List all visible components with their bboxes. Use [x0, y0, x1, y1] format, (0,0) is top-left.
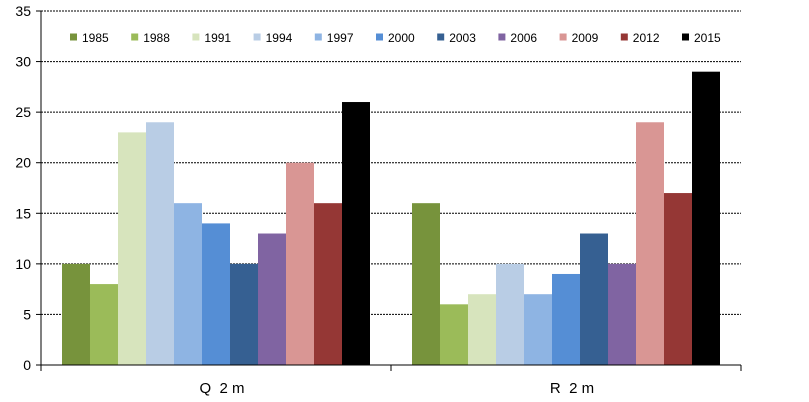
legend-label-2003: 2003 [449, 31, 476, 45]
bar-1997-1 [524, 294, 552, 365]
legend-swatch-1988 [131, 33, 139, 41]
bar-1991-0 [118, 132, 146, 365]
bar-2003-0 [230, 263, 258, 365]
x-axis-categories: Q 2 m R 2 m [199, 380, 594, 397]
x-category-label: Q 2 m [199, 380, 244, 397]
bar-2000-1 [552, 273, 580, 365]
bar-1985-0 [62, 263, 90, 365]
bar-2012-0 [314, 203, 342, 365]
legend-label-2015: 2015 [694, 31, 721, 45]
legend-swatch-1985 [70, 33, 77, 41]
legend-swatch-1991 [192, 33, 200, 41]
legend: 1985 1988 1991 1994 1997 2000 2003 2006 2009 2012… [70, 31, 721, 45]
bar-1988-0 [90, 284, 118, 365]
bar-2009-1 [636, 122, 664, 365]
x-category-label: R 2 m [550, 380, 594, 397]
bar-2009-0 [286, 162, 314, 365]
legend-label-2012: 2012 [633, 31, 660, 45]
bar-1991-1 [468, 294, 496, 365]
legend-swatch-2003 [437, 33, 445, 41]
axes [40, 11, 742, 371]
legend-label-2009: 2009 [572, 31, 599, 45]
legend-label-1988: 1988 [143, 31, 170, 45]
legend-swatch-1997 [314, 33, 322, 41]
bar-1997-0 [174, 203, 202, 365]
legend-label-1997: 1997 [327, 31, 354, 45]
bar-2003-1 [580, 233, 608, 365]
bar-2000-0 [202, 223, 230, 365]
y-tick-label: 15 [15, 205, 31, 221]
y-tick-label: 35 [15, 3, 31, 19]
y-tick-label: 5 [23, 306, 31, 322]
y-tick-label: 25 [15, 104, 31, 120]
y-tick-label: 10 [15, 256, 31, 272]
bar-2015-0 [342, 102, 370, 366]
bars [62, 71, 720, 366]
legend-swatch-2000 [376, 33, 383, 41]
bar-2006-0 [258, 233, 286, 365]
legend-swatch-2009 [559, 33, 567, 41]
legend-label-1985: 1985 [82, 31, 109, 45]
bar-2015-1 [692, 71, 720, 365]
legend-swatch-2012 [620, 33, 628, 41]
bar-1994-1 [496, 263, 524, 365]
bar-1985-1 [412, 203, 440, 365]
bar-2012-1 [664, 193, 692, 365]
bar-1988-1 [440, 304, 468, 365]
legend-label-2006: 2006 [510, 31, 537, 45]
y-tick-label: 0 [23, 357, 31, 373]
legend-label-1991: 1991 [204, 31, 231, 45]
y-tick-label: 20 [15, 155, 31, 171]
legend-swatch-2015 [682, 33, 689, 41]
y-tick-label: 30 [15, 54, 31, 70]
legend-swatch-1994 [253, 33, 261, 41]
bar-2006-1 [608, 263, 636, 365]
legend-label-1994: 1994 [266, 31, 293, 45]
legend-label-2000: 2000 [388, 31, 415, 45]
legend-swatch-2006 [498, 33, 506, 41]
y-axis-ticks: 0 5 10 15 20 25 30 35 [15, 3, 41, 373]
bar-1994-0 [146, 122, 174, 365]
